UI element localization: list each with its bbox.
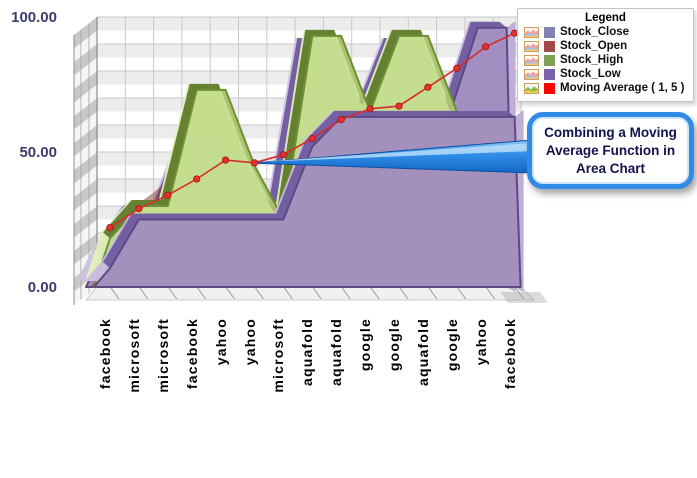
moving-average-line bbox=[106, 29, 519, 232]
moving-average-point bbox=[366, 105, 374, 113]
legend-item-stock-high: Stock_High bbox=[524, 54, 687, 66]
moving-average-point bbox=[395, 102, 403, 110]
legend-item-stock-low: Stock_Low bbox=[524, 68, 687, 80]
moving-average-point bbox=[164, 191, 172, 199]
area-chart-icon bbox=[524, 54, 539, 66]
moving-average-point bbox=[308, 134, 316, 143]
x-tick-label: microsoft bbox=[270, 318, 287, 393]
moving-average-point bbox=[135, 205, 143, 213]
legend-swatch bbox=[544, 54, 555, 66]
legend-swatch bbox=[544, 40, 555, 52]
x-tick-label: yahoo bbox=[212, 318, 229, 366]
moving-average-point bbox=[424, 83, 432, 91]
legend-item-label: Stock_High bbox=[560, 54, 624, 66]
legend: Legend Stock_Close Stock_Open Stock_High St… bbox=[517, 8, 694, 102]
y-tick-label: 0.00 bbox=[27, 279, 57, 296]
legend-item-label: Stock_Close bbox=[560, 26, 630, 38]
legend-title: Legend bbox=[585, 12, 626, 24]
x-tick-label: yahoo bbox=[241, 318, 258, 366]
x-tick-label: facebook bbox=[97, 318, 113, 390]
legend-item-label: Stock_Low bbox=[560, 68, 621, 80]
x-tick-label: facebook bbox=[501, 318, 518, 390]
x-tick-label: microsoft bbox=[154, 318, 171, 393]
moving-average-point bbox=[337, 116, 345, 124]
x-tick-label: google bbox=[443, 318, 460, 372]
moving-average-point bbox=[222, 156, 230, 164]
legend-item-moving-average-: Moving Average ( 1, 5 ) bbox=[524, 82, 687, 94]
area-chart-icon bbox=[524, 68, 539, 80]
x-tick-label: aquafold bbox=[299, 318, 316, 386]
callout-text: Combining a Moving Average Function in A… bbox=[544, 125, 677, 176]
x-tick-label: aquafold bbox=[328, 318, 345, 386]
callout-box: Combining a Moving Average Function in A… bbox=[527, 112, 694, 190]
legend-item-label: Moving Average ( 1, 5 ) bbox=[560, 82, 685, 94]
y-tick-label: 100.00 bbox=[11, 9, 57, 26]
legend-item-stock-open: Stock_Open bbox=[524, 40, 687, 52]
legend-swatch bbox=[544, 82, 555, 94]
x-tick-label: google bbox=[386, 318, 402, 372]
moving-average-point bbox=[250, 159, 259, 167]
moving-average-point bbox=[453, 64, 461, 72]
moving-average-point bbox=[279, 151, 287, 159]
x-tick-label: aquafold bbox=[414, 318, 431, 386]
x-tick-label: google bbox=[357, 318, 374, 372]
x-tick-label: yahoo bbox=[472, 318, 489, 366]
moving-average-point bbox=[482, 43, 490, 51]
x-tick-label: facebook bbox=[183, 318, 200, 390]
legend-item-stock-close: Stock_Close bbox=[524, 26, 687, 38]
moving-average-icon bbox=[524, 82, 539, 94]
floor bbox=[85, 286, 548, 303]
moving-average-point bbox=[106, 224, 114, 232]
y-tick-label: 50.00 bbox=[19, 144, 57, 161]
area-chart-icon bbox=[524, 40, 539, 52]
area-chart-icon bbox=[524, 26, 539, 38]
legend-swatch bbox=[544, 26, 555, 38]
moving-average-point bbox=[193, 175, 201, 183]
legend-item-label: Stock_Open bbox=[560, 40, 628, 52]
legend-swatch bbox=[544, 68, 555, 80]
x-tick-label: microsoft bbox=[125, 318, 142, 393]
